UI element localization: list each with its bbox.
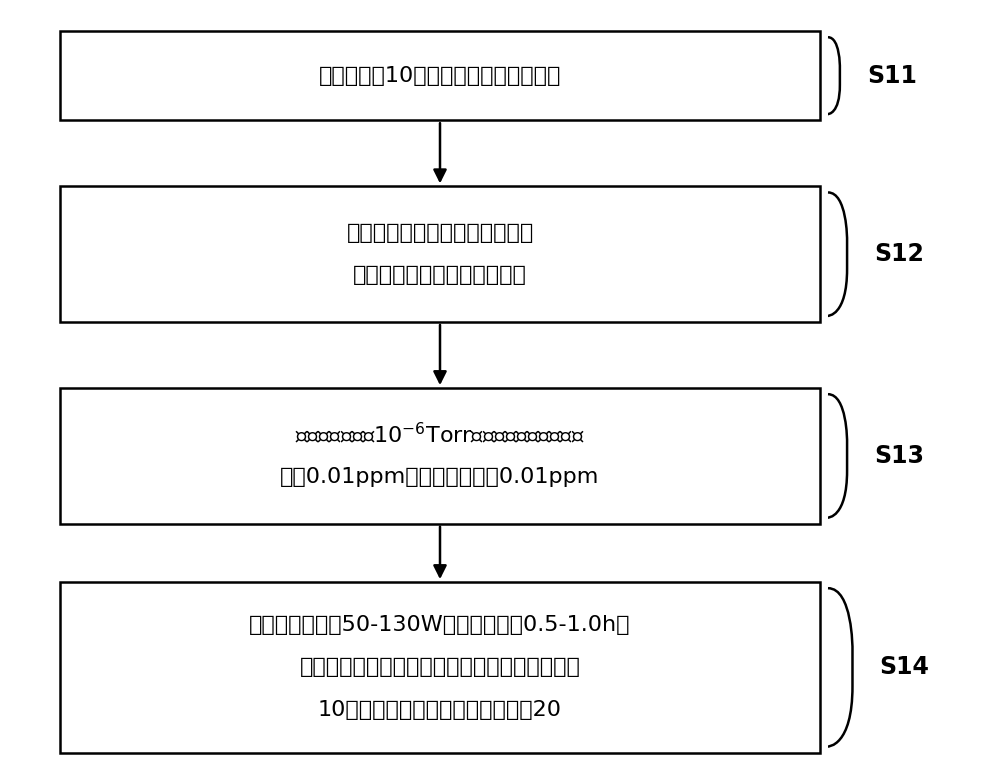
Text: 10之上获得待处理固态电解质薄膜20: 10之上获得待处理固态电解质薄膜20 [318,700,562,720]
Text: 将固态电解质薄膜材料放入钽坩: 将固态电解质薄膜材料放入钽坩 [346,223,534,243]
FancyBboxPatch shape [60,582,820,753]
FancyBboxPatch shape [60,31,820,120]
Text: 埚（或者钼坩埚、钨坩埚）中: 埚（或者钼坩埚、钨坩埚）中 [353,265,527,286]
Text: S13: S13 [874,444,924,468]
Text: S11: S11 [867,64,917,88]
Text: 调节沉积功率为50-130W，沉积时间为0.5-1.0h，: 调节沉积功率为50-130W，沉积时间为0.5-1.0h， [249,615,631,635]
Text: 小于0.01ppm，水分含量小于0.01ppm: 小于0.01ppm，水分含量小于0.01ppm [280,467,600,487]
FancyBboxPatch shape [60,388,820,524]
Text: 将所述固态电解质薄膜材料沉积在所述电极结构: 将所述固态电解质薄膜材料沉积在所述电极结构 [300,657,580,677]
Text: S12: S12 [874,242,924,266]
Text: 将电极结构10作为基底放置在基底台上: 将电极结构10作为基底放置在基底台上 [319,66,561,85]
FancyBboxPatch shape [60,186,820,322]
Text: S14: S14 [879,656,929,679]
Text: 调节腔体气压为10$^{-6}$Torr，并保证腔体氧气含量: 调节腔体气压为10$^{-6}$Torr，并保证腔体氧气含量 [295,422,585,447]
